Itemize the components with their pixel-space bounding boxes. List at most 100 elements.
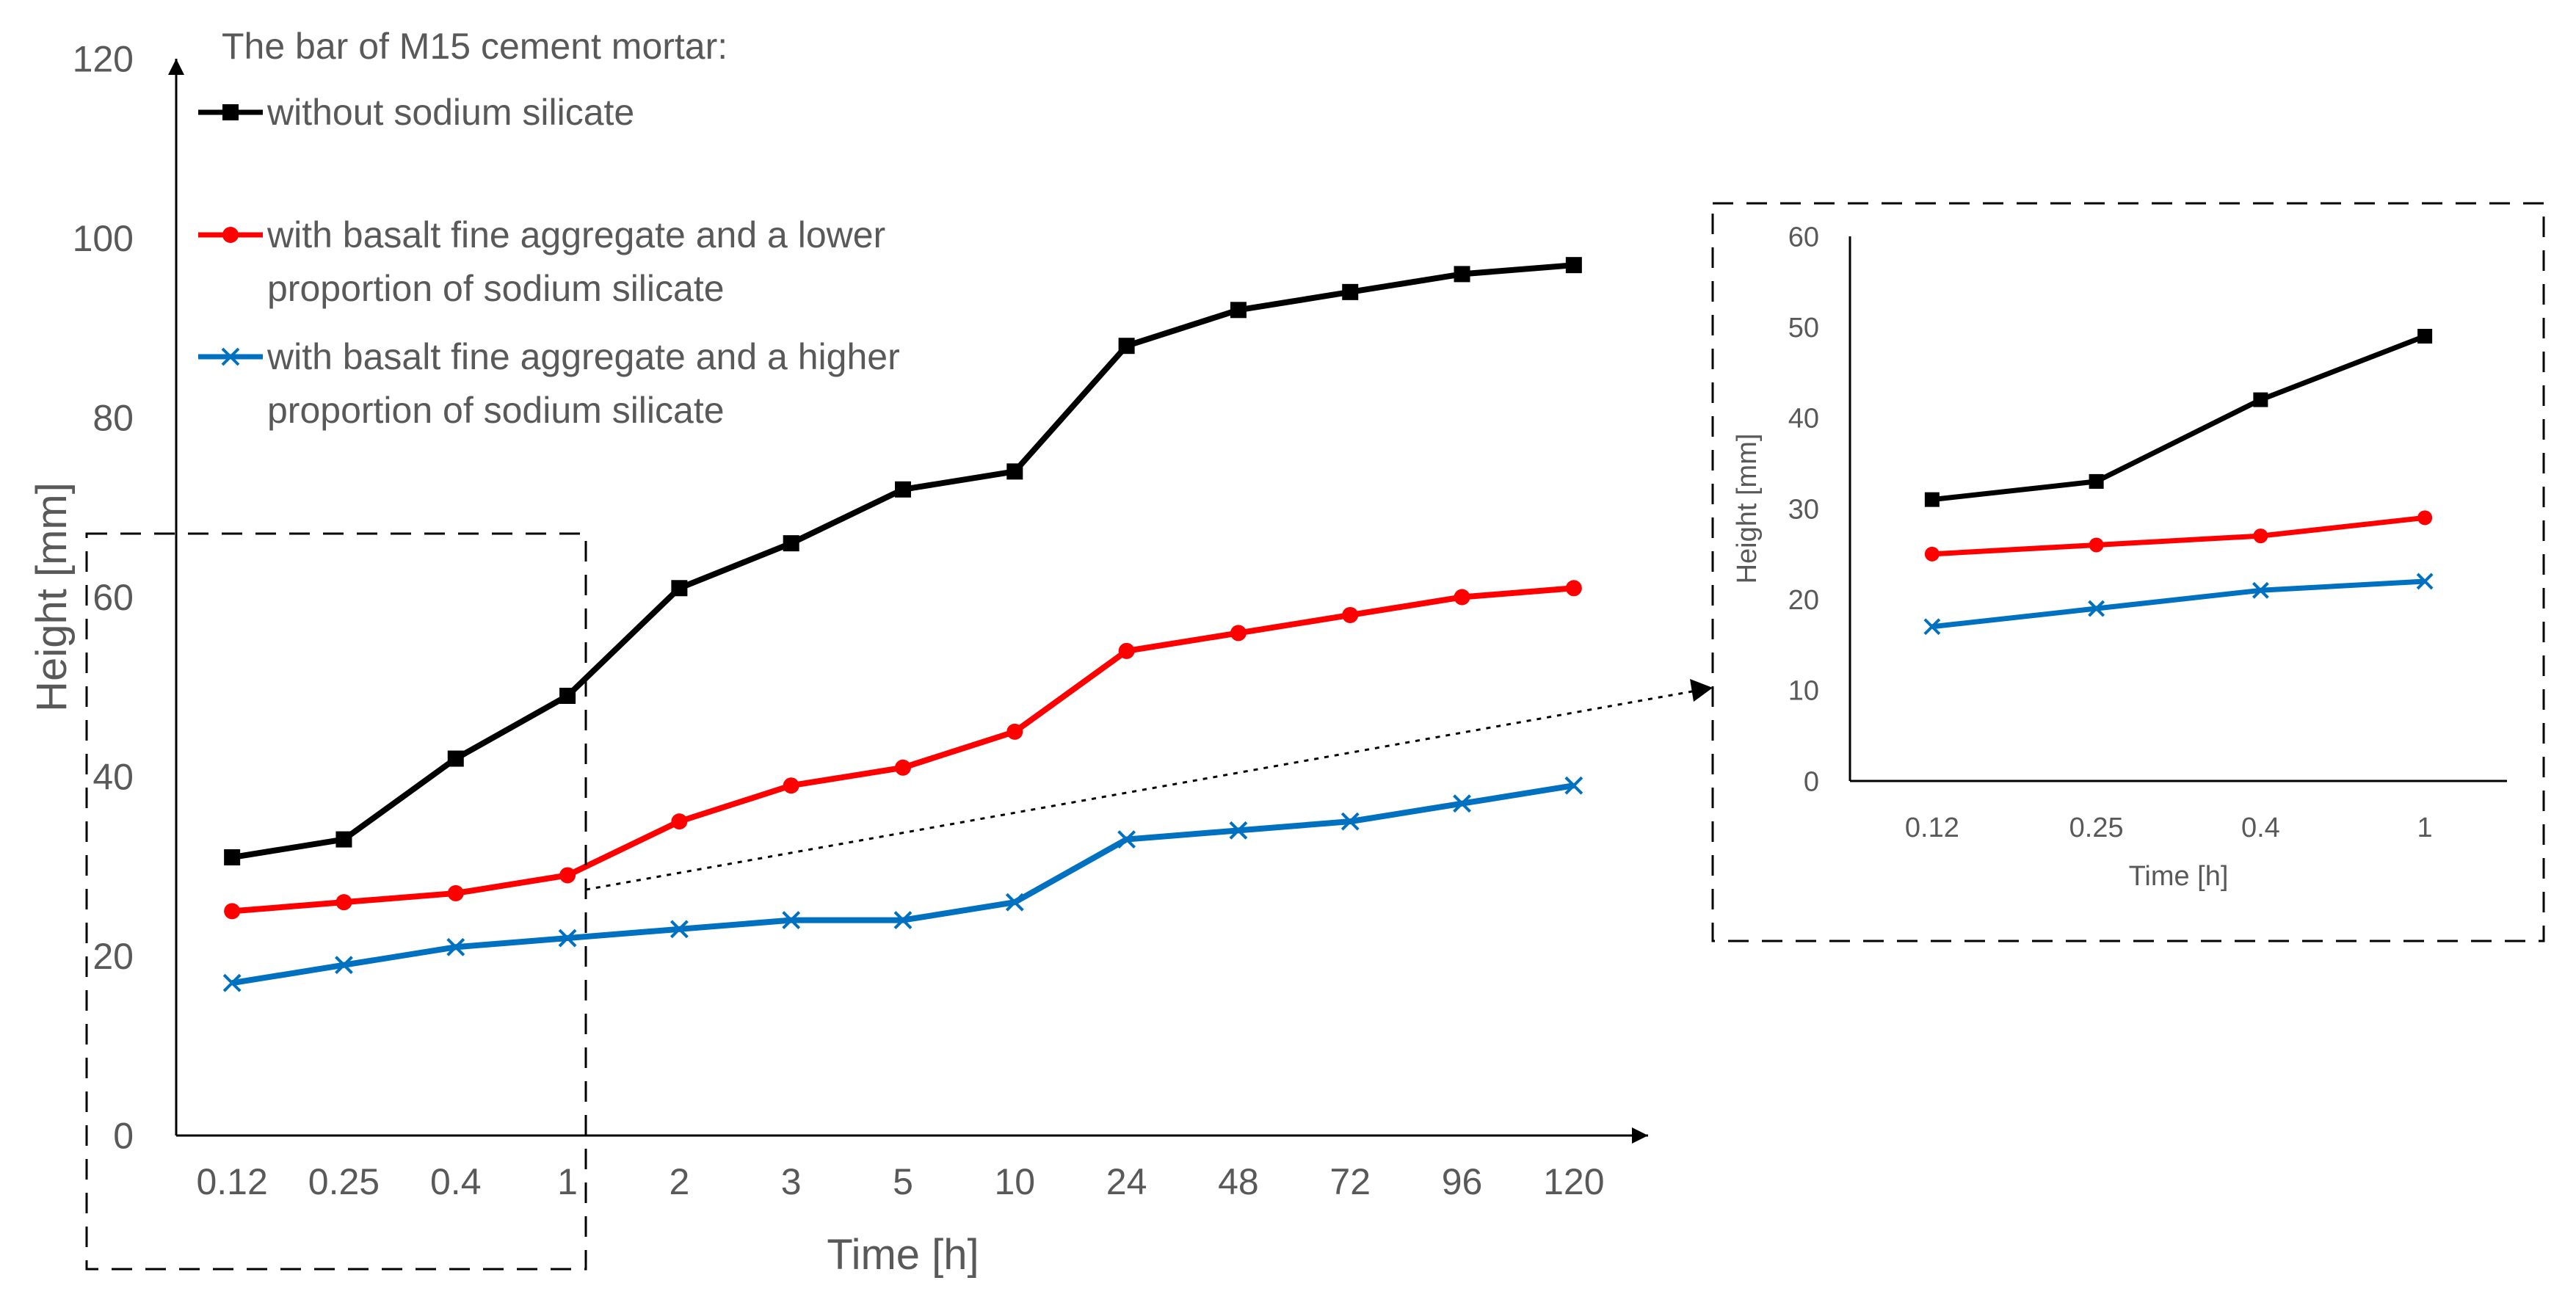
- main-data-point: [1006, 463, 1023, 480]
- legend-swatch-marker-stroke-b: [221, 347, 240, 366]
- inset-y-tick-label: 10: [1788, 676, 1819, 707]
- legend-entry-text: with basalt fine aggregate and a higher: [266, 336, 900, 377]
- main-data-point: [895, 759, 911, 776]
- main-series-2: [224, 580, 1582, 920]
- main-y-tick-label: 60: [92, 577, 134, 618]
- main-x-axis-arrowhead: [1632, 1127, 1648, 1144]
- legend-swatch-marker: [222, 227, 239, 243]
- inset-x-tick-label: 1: [2417, 813, 2433, 843]
- main-data-point: [893, 911, 913, 930]
- main-x-tick-label: 24: [1106, 1161, 1147, 1202]
- main-data-point: [222, 973, 242, 992]
- inset-data-point: [1924, 546, 1940, 562]
- main-data-point: [1565, 257, 1582, 274]
- main-data-point: [335, 894, 352, 911]
- main-x-tick-label: 10: [994, 1161, 1035, 1202]
- main-chart: 0 20 40 60 80 100 120 0.12 0.25 0.4 1 2 3 5 10 24 48 72 96…: [28, 39, 1648, 1279]
- main-series-line: [231, 782, 1575, 987]
- main-x-axis-title: Time [h]: [827, 1231, 979, 1279]
- main-data-point: [1006, 723, 1023, 740]
- legend: The bar of M15 cement mortar: without sod…: [198, 26, 900, 431]
- legend-entry-text: proportion of sodium silicate: [267, 268, 725, 309]
- main-data-point-stroke-b: [1117, 830, 1136, 849]
- inset-data-point: [2089, 473, 2104, 489]
- main-x-tick-label: 0.4: [430, 1161, 482, 1202]
- main-data-point-stroke-b: [1229, 821, 1248, 840]
- inset-y-tick-label: 60: [1788, 222, 1819, 252]
- legend-entry-text: without sodium silicate: [266, 92, 634, 133]
- main-data-point: [224, 903, 241, 920]
- legend-title: The bar of M15 cement mortar:: [222, 26, 728, 67]
- inset-data-point: [1923, 618, 1941, 636]
- main-data-point: [558, 929, 577, 948]
- main-series-1: [224, 257, 1582, 866]
- main-data-point-stroke-b: [1453, 794, 1471, 813]
- inset-series-2: [1924, 510, 2433, 562]
- main-data-point: [446, 937, 465, 956]
- main-data-point: [559, 867, 576, 884]
- inset-data-point: [2417, 329, 2433, 344]
- main-data-point: [1230, 625, 1247, 642]
- main-y-axis-arrowhead: [168, 59, 184, 75]
- main-data-point: [1342, 606, 1359, 623]
- main-data-point: [224, 849, 241, 866]
- main-data-point: [1564, 776, 1583, 795]
- main-x-tick-label: 2: [669, 1161, 689, 1202]
- main-x-tick-label: 72: [1329, 1161, 1371, 1202]
- inset-y-tick-label: 40: [1788, 404, 1819, 435]
- main-data-point-stroke-b: [335, 956, 353, 975]
- main-data-point-stroke-b: [670, 920, 689, 939]
- inset-y-axis-title: Height [mm]: [1732, 434, 1763, 584]
- inset-data-point: [2253, 392, 2268, 407]
- inset-data-point-stroke-b: [1923, 618, 1941, 636]
- zoom-annotations: [85, 532, 1713, 1271]
- main-data-point-stroke-b: [558, 929, 577, 948]
- main-x-tick-label: 120: [1543, 1161, 1604, 1202]
- main-data-point: [670, 920, 689, 939]
- inset-data-point: [2252, 581, 2269, 599]
- main-x-tick-label: 0.12: [196, 1161, 267, 1202]
- inset-chart: 0 10 20 30 40 50 60 0.12 0.25 0.4 1 Time [h] Height …: [1711, 202, 2545, 942]
- main-data-point: [335, 956, 353, 975]
- main-data-point: [447, 884, 464, 901]
- main-data-point: [1453, 794, 1471, 813]
- main-y-axis-title: Height [mm]: [28, 482, 76, 712]
- main-data-point: [335, 831, 352, 848]
- main-data-point: [1118, 642, 1135, 659]
- inset-data-point: [2089, 537, 2104, 553]
- legend-entry-text: with basalt fine aggregate and a lower: [266, 214, 885, 255]
- main-data-point: [447, 750, 464, 767]
- legend-swatch-marker: [222, 104, 239, 120]
- legend-entry-text: proportion of sodium silicate: [267, 390, 725, 431]
- main-data-point-stroke-b: [782, 911, 801, 930]
- main-data-point: [1454, 589, 1470, 606]
- main-data-point-stroke-b: [446, 937, 465, 956]
- inset-x-axis-title: Time [h]: [2129, 861, 2229, 892]
- inset-x-tick-label: 0.4: [2241, 813, 2280, 843]
- main-y-tick-label: 20: [92, 936, 134, 977]
- inset-x-tick-label: 0.25: [2069, 813, 2124, 843]
- main-data-point: [1565, 580, 1582, 597]
- main-data-point-stroke-b: [1005, 893, 1024, 912]
- main-data-point-stroke-b: [893, 911, 913, 930]
- main-x-tick-label: 0.25: [308, 1161, 380, 1202]
- inset-data-point: [1924, 492, 1940, 507]
- main-data-point-stroke-b: [222, 973, 242, 992]
- main-data-point: [1454, 266, 1470, 283]
- main-data-point: [782, 911, 801, 930]
- inset-series-3: [1923, 573, 2434, 636]
- main-data-point: [1230, 302, 1247, 319]
- inset-y-tick-label: 50: [1788, 313, 1819, 344]
- inset-y-tick-label: 20: [1788, 585, 1819, 616]
- main-data-point-stroke-b: [1564, 776, 1583, 795]
- inset-x-tick-label: 0.12: [1905, 813, 1959, 843]
- inset-series-line: [1931, 515, 2426, 557]
- main-data-point: [1118, 338, 1135, 355]
- main-y-tick-label: 40: [92, 757, 134, 798]
- inset-data-point: [2088, 600, 2105, 617]
- main-data-point: [671, 813, 688, 830]
- main-data-point: [559, 687, 576, 704]
- zoom-pointer-line: [585, 690, 1693, 891]
- inset-y-tick-label: 30: [1788, 494, 1819, 525]
